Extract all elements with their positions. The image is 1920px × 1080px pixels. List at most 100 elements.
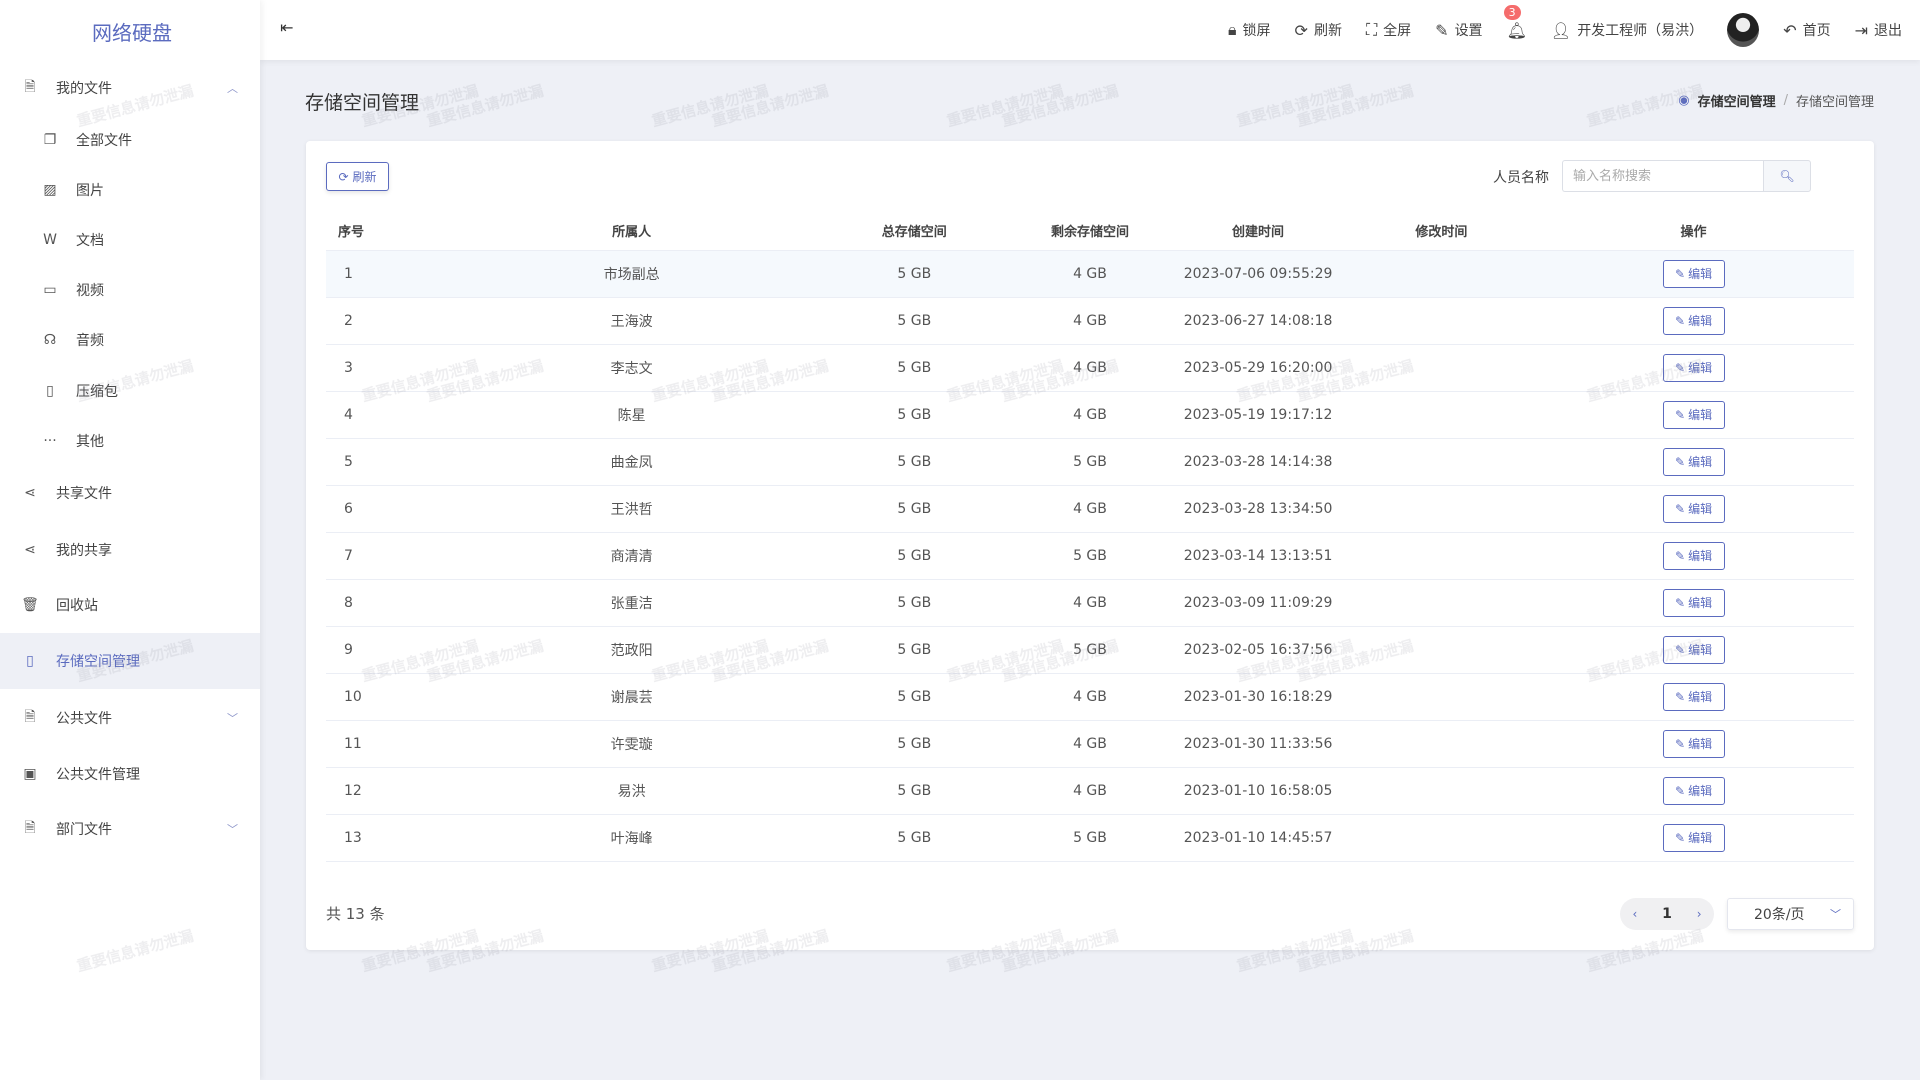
edit-label: 编辑 [1688, 737, 1713, 751]
table-cell: 5 GB [814, 250, 1014, 298]
sidebar-item[interactable]: ▨ 图片 [0, 165, 260, 215]
breadcrumb-item[interactable]: 存储空间管理 [1697, 95, 1776, 110]
avatar[interactable] [1727, 13, 1760, 47]
collapse-sidebar-icon[interactable]: ⇤ [280, 18, 294, 37]
search-icon: 🔍︎ [1779, 169, 1795, 183]
pencil-icon: ✎ [1675, 830, 1686, 845]
more-icon: ··· [43, 433, 57, 449]
edit-button[interactable]: ✎ 编辑 [1662, 729, 1725, 758]
table-row: 4 陈星 5 GB 4 GB 2023-05-19 19:17:12 ✎ 编辑 [326, 391, 1854, 439]
sidebar-item[interactable]: ☊ 音频 [0, 315, 260, 365]
undo-home-icon: ↶ [1783, 20, 1797, 40]
edit-button[interactable]: ✎ 编辑 [1662, 306, 1725, 335]
edit-button[interactable]: ✎ 编辑 [1662, 541, 1725, 570]
pencil-icon: ✎ [1675, 454, 1686, 469]
page-size-select[interactable]: 20条/页 ﹀ [1727, 898, 1854, 930]
table-cell: 5 GB [814, 391, 1014, 439]
table-cell [1349, 720, 1534, 768]
edit-button[interactable]: ✎ 编辑 [1662, 823, 1725, 852]
chevron-down-icon: ﹀ [227, 823, 238, 836]
pencil-icon: ✎ [1675, 736, 1686, 751]
table-cell: 叶海峰 [448, 814, 815, 862]
edit-settings-icon: ✎ [1435, 20, 1449, 40]
lock-screen-button[interactable]: 🔒︎ 锁屏 [1228, 20, 1271, 40]
table-cell: 12 [326, 767, 449, 815]
table-cell: 4 GB [1013, 250, 1167, 298]
search-label: 人员名称 [1493, 170, 1549, 186]
refresh-button[interactable]: ⟳ 刷新 [326, 162, 389, 191]
sidebar-item[interactable]: 🗎 部门文件 ﹀ [0, 801, 260, 857]
next-page-button[interactable]: › [1696, 907, 1702, 921]
page-number[interactable]: 1 [1662, 906, 1672, 922]
edit-button[interactable]: ✎ 编辑 [1662, 635, 1725, 664]
sidebar-item[interactable]: 🗎 我的文件 ︿ [0, 60, 260, 116]
share-icon: ⋖ [24, 485, 36, 501]
edit-button[interactable]: ✎ 编辑 [1662, 494, 1725, 523]
fullscreen-button[interactable]: ⛶ 全屏 [1366, 20, 1411, 40]
table-cell: 2023-03-14 13:13:51 [1166, 532, 1350, 580]
table-cell: 2 [326, 297, 449, 345]
search-button[interactable]: 🔍︎ [1763, 160, 1811, 192]
home-button[interactable]: ↶ 首页 [1783, 20, 1830, 40]
sidebar-item[interactable]: ▯ 存储空间管理 [0, 633, 260, 689]
action-cell: ✎ 编辑 [1533, 391, 1854, 439]
refresh-page-button[interactable]: ⟳ 刷新 [1295, 20, 1342, 40]
action-cell: ✎ 编辑 [1533, 673, 1854, 721]
sidebar-item[interactable]: ❐ 全部文件 [0, 115, 260, 165]
logout-label: 退出 [1874, 23, 1902, 39]
sidebar-item[interactable]: ⋖ 共享文件 [0, 465, 260, 521]
table-cell: 2023-01-30 11:33:56 [1166, 720, 1350, 768]
table-cell: 2023-06-27 14:08:18 [1166, 297, 1350, 345]
user-name: 开发工程师（易洪） [1577, 23, 1704, 39]
settings-label: 设置 [1454, 23, 1483, 39]
action-cell: ✎ 编辑 [1533, 532, 1854, 580]
sidebar-item-label: 共享文件 [56, 486, 112, 502]
edit-button[interactable]: ✎ 编辑 [1662, 259, 1725, 288]
sidebar-item-label: 文档 [76, 233, 104, 249]
zip-icon: ▯ [46, 383, 54, 399]
sidebar-item-label: 压缩包 [76, 384, 118, 400]
table-cell: 9 [326, 626, 449, 674]
table-cell: 4 [326, 391, 449, 439]
action-cell: ✎ 编辑 [1533, 250, 1854, 298]
chevron-down-icon: ﹀ [227, 712, 238, 725]
edit-button[interactable]: ✎ 编辑 [1662, 776, 1725, 805]
logout-button[interactable]: ⇥ 退出 [1855, 20, 1902, 40]
edit-button[interactable]: ✎ 编辑 [1662, 353, 1725, 382]
file-icon: 🗎 [24, 820, 36, 836]
sidebar-item[interactable]: ▣ 公共文件管理 [0, 746, 260, 802]
column-header: 操作 [1533, 212, 1854, 251]
bell-icon: 🔔︎ [1506, 20, 1527, 40]
table-cell [1349, 297, 1534, 345]
edit-button[interactable]: ✎ 编辑 [1662, 682, 1725, 711]
edit-button[interactable]: ✎ 编辑 [1662, 400, 1725, 429]
table-cell: 李志文 [448, 344, 815, 392]
headphones-icon: ☊ [43, 332, 57, 348]
sidebar-item[interactable]: ▭ 视频 [0, 265, 260, 315]
sidebar-item[interactable]: 🗎 公共文件 ﹀ [0, 690, 260, 746]
user-menu[interactable]: 👤︎ 开发工程师（易洪） [1551, 20, 1703, 40]
table-cell [1349, 438, 1534, 486]
table-cell: 8 [326, 579, 449, 627]
sidebar-item[interactable]: ··· 其他 [0, 416, 260, 466]
sidebar-item[interactable]: ▯ 压缩包 [0, 366, 260, 416]
edit-button[interactable]: ✎ 编辑 [1662, 447, 1725, 476]
table-row: 6 王洪哲 5 GB 4 GB 2023-03-28 13:34:50 ✎ 编辑 [326, 485, 1854, 533]
edit-button[interactable]: ✎ 编辑 [1662, 588, 1725, 617]
sidebar-item-label: 图片 [76, 183, 104, 199]
pencil-icon: ✎ [1675, 360, 1686, 375]
table-cell: 5 GB [814, 626, 1014, 674]
table-row: 9 范政阳 5 GB 5 GB 2023-02-05 16:37:56 ✎ 编辑 [326, 626, 1854, 674]
search-input[interactable] [1562, 160, 1763, 192]
sidebar-item[interactable]: W 文档 [0, 215, 260, 265]
sd-card-icon: ▯ [26, 653, 34, 669]
notifications-button[interactable]: 🔔︎ 3 [1503, 4, 1527, 40]
pagination: ‹ 1 › [1620, 898, 1714, 930]
sidebar-item[interactable]: 🗑︎ 回收站 [0, 577, 260, 633]
settings-button[interactable]: ✎ 设置 [1435, 20, 1482, 40]
prev-page-button[interactable]: ‹ [1632, 907, 1638, 921]
sidebar-item-label: 音频 [76, 333, 104, 349]
sidebar-item-label: 我的文件 [56, 81, 112, 97]
sidebar-item[interactable]: ⋖ 我的共享 [0, 522, 260, 578]
